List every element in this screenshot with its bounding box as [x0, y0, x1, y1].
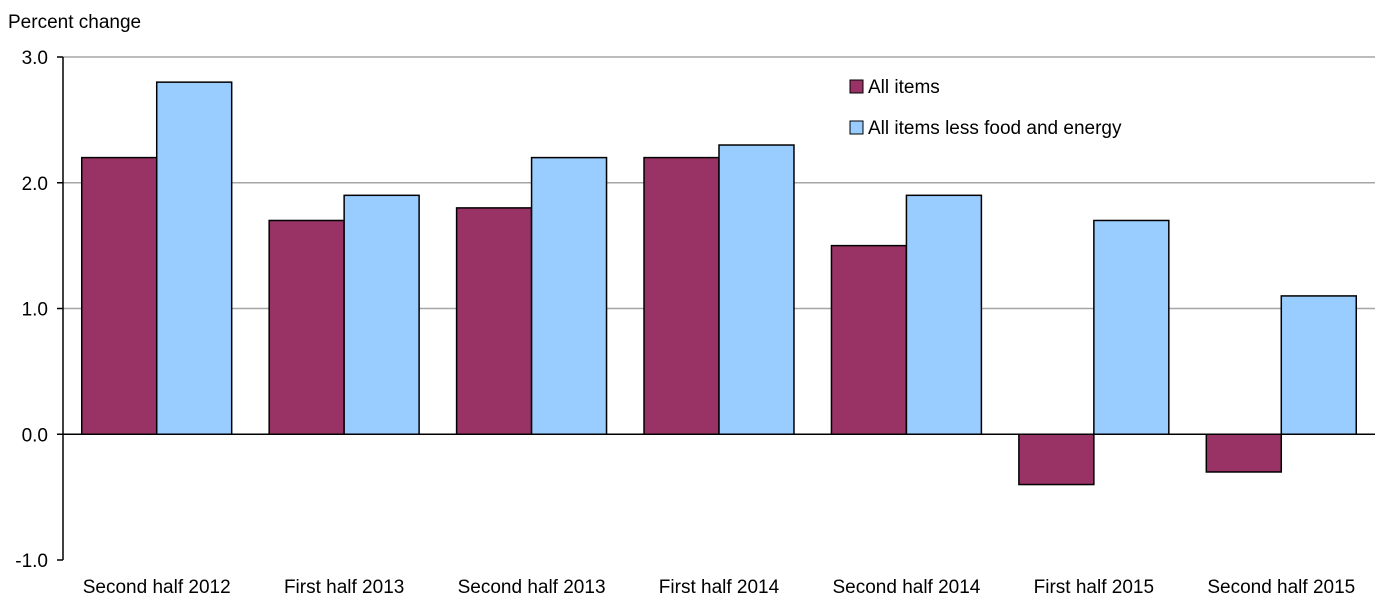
y-tick-label: 2.0 [22, 174, 48, 195]
y-tick-label: -1.0 [15, 551, 48, 572]
legend-label-core-items: All items less food and energy [868, 118, 1122, 139]
bar-all-items [455, 207, 533, 435]
x-tick-label: Second half 2014 [832, 577, 980, 597]
x-tick-label: Second half 2012 [83, 577, 231, 597]
x-tick-label: Second half 2015 [1207, 577, 1355, 597]
y-tick-labels: 3.0 2.0 1.0 0.0 -1.0 [15, 48, 48, 572]
y-tick-label: 1.0 [22, 300, 48, 321]
y-tick-label: 3.0 [22, 48, 48, 69]
bar-all-items [1018, 433, 1095, 486]
bar-core-items [343, 194, 420, 435]
bar-core-items [155, 81, 233, 436]
x-tick-label: Second half 2013 [458, 577, 606, 597]
bar-all-items [830, 244, 908, 435]
bar-core-items [530, 156, 608, 435]
x-tick-labels: Second half 2012 First half 2013 Second ha… [83, 577, 1355, 598]
legend-label-all-items: All items [868, 77, 940, 98]
y-tick-label: 0.0 [22, 425, 48, 446]
bar-all-items [80, 156, 158, 435]
legend-swatch-core-items [849, 120, 864, 135]
bar-all-items [643, 156, 720, 435]
bar-core-items [1280, 295, 1358, 435]
bar-core-items [718, 144, 795, 435]
bar-core-items [905, 194, 983, 435]
x-tick-label: First half 2013 [284, 577, 404, 597]
axes [57, 56, 1375, 561]
bar-all-items [268, 219, 345, 435]
bar-all-items [1205, 433, 1283, 473]
x-tick-label: First half 2014 [659, 577, 780, 597]
bars [80, 81, 1358, 486]
legend: All items All items less food and energy [849, 77, 1122, 139]
bar-core-items [1093, 219, 1170, 435]
legend-swatch-all-items [849, 79, 864, 94]
x-tick-label: First half 2015 [1034, 577, 1154, 597]
y-axis-label: Percent change [8, 12, 141, 33]
